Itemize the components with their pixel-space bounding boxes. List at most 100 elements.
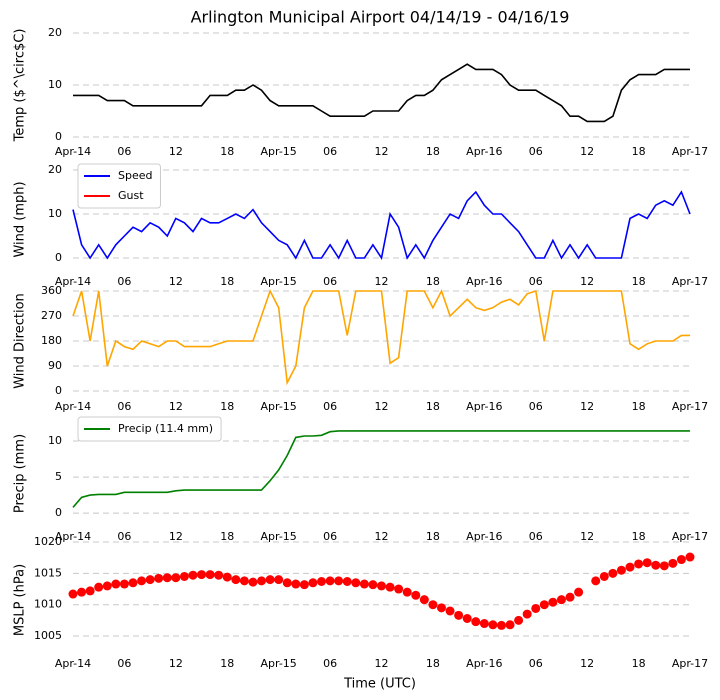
x-tick-label: 12 (169, 275, 183, 288)
data-line (72, 190, 691, 261)
data-point (659, 561, 669, 571)
data-point (291, 579, 301, 589)
x-tick-label: Apr-16 (466, 145, 502, 158)
x-tick-label: 18 (426, 275, 440, 288)
y-axis-label: Wind Direction (13, 293, 28, 389)
data-point (634, 559, 644, 569)
x-tick-label: 12 (580, 275, 594, 288)
data-point (685, 552, 695, 562)
x-tick-label: 12 (375, 145, 389, 158)
x-tick-label: 06 (323, 657, 337, 670)
x-tick-label: 06 (529, 657, 543, 670)
legend-label: Precip (11.4 mm) (118, 422, 213, 435)
data-point (317, 577, 327, 587)
data-point (377, 581, 386, 591)
x-tick-label: 06 (117, 145, 131, 158)
data-point (257, 576, 267, 586)
data-point (248, 577, 258, 587)
data-point (514, 615, 524, 625)
y-axis-label: Temp ($^\circ$C) (13, 29, 28, 143)
data-point (222, 572, 232, 582)
x-tick-label: Apr-17 (672, 145, 708, 158)
x-tick-label: Apr-17 (672, 530, 708, 543)
data-point (342, 577, 352, 587)
x-tick-label: 06 (117, 657, 131, 670)
x-tick-label: 06 (117, 530, 131, 543)
x-tick-label: Apr-15 (261, 530, 297, 543)
x-tick-label: 12 (580, 145, 594, 158)
x-tick-label: 06 (323, 530, 337, 543)
data-point (642, 558, 652, 568)
x-tick-label: Apr-15 (261, 145, 297, 158)
x-tick-label: 18 (426, 145, 440, 158)
y-tick-label: 180 (41, 334, 62, 347)
data-point (325, 576, 335, 586)
x-tick-label: 06 (529, 145, 543, 158)
data-point (197, 570, 207, 580)
data-point (188, 570, 198, 580)
x-tick-label: 06 (117, 400, 131, 413)
y-tick-label: 1010 (34, 598, 62, 611)
data-point (334, 576, 344, 586)
data-point (454, 610, 464, 620)
data-point (548, 597, 558, 607)
x-tick-label: Apr-17 (672, 400, 708, 413)
x-tick-label: 18 (632, 275, 646, 288)
data-point (411, 590, 421, 600)
y-tick-label: 0 (55, 384, 62, 397)
data-point (436, 603, 446, 613)
data-point (385, 582, 395, 592)
x-tick-label: 06 (529, 275, 543, 288)
legend-box (77, 416, 222, 442)
data-point (145, 575, 155, 585)
x-tick-label: Apr-16 (466, 657, 502, 670)
y-axis-label: MSLP (hPa) (13, 564, 28, 636)
y-tick-label: 270 (41, 309, 62, 322)
x-tick-label: 18 (426, 530, 440, 543)
legend-label: Speed (118, 169, 152, 182)
data-point (402, 587, 412, 597)
data-point (479, 619, 489, 629)
data-point (308, 578, 318, 588)
x-tick-label: Apr-17 (672, 275, 708, 288)
x-tick-label: 18 (426, 657, 440, 670)
data-point (522, 609, 532, 619)
y-tick-label: 0 (55, 251, 62, 264)
y-tick-label: 1015 (34, 566, 62, 579)
x-tick-label: 18 (632, 530, 646, 543)
data-point (351, 578, 361, 588)
data-point (599, 571, 609, 581)
x-axis-label: Time (UTC) (343, 677, 416, 692)
x-tick-label: Apr-14 (55, 275, 91, 288)
y-tick-label: 0 (55, 130, 62, 143)
y-tick-label: 10 (48, 207, 62, 220)
data-point (676, 555, 686, 565)
data-point (428, 600, 438, 610)
x-tick-label: 12 (375, 530, 389, 543)
x-tick-label: 18 (426, 400, 440, 413)
data-point (214, 570, 224, 580)
y-tick-label: 10 (48, 78, 62, 91)
data-point (265, 575, 275, 585)
data-point (539, 600, 549, 610)
x-tick-label: 18 (220, 275, 234, 288)
x-tick-label: 12 (169, 657, 183, 670)
x-tick-label: 18 (632, 400, 646, 413)
legend-label: Gust (118, 189, 144, 202)
x-tick-label: 18 (220, 530, 234, 543)
x-tick-label: Apr-16 (466, 530, 502, 543)
data-point (128, 578, 138, 588)
data-point (505, 620, 515, 630)
x-tick-label: 12 (580, 657, 594, 670)
data-line (72, 430, 690, 508)
data-point (85, 586, 95, 596)
data-point (94, 582, 104, 592)
y-tick-label: 10 (48, 434, 62, 447)
data-point (556, 595, 566, 605)
data-line (72, 288, 690, 386)
data-point (591, 576, 601, 586)
data-point (531, 603, 541, 613)
data-point (239, 576, 249, 586)
data-point (137, 576, 147, 586)
